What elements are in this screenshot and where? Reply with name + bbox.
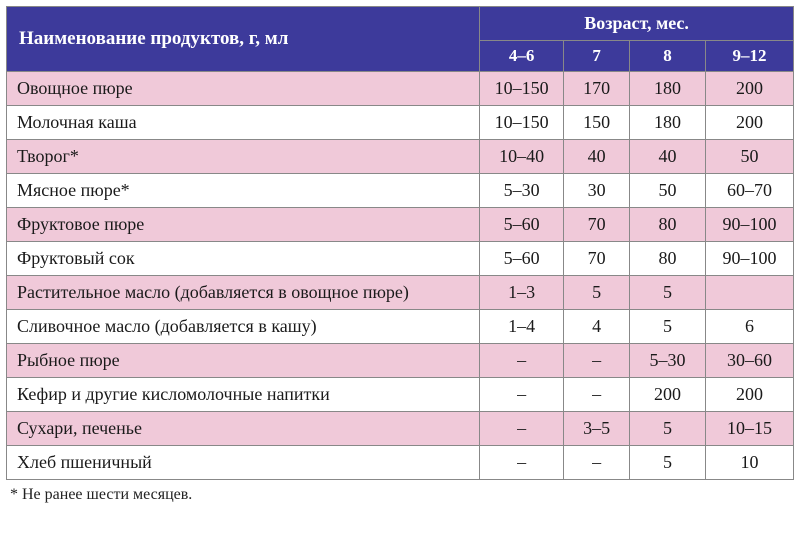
table-header: Наименование продуктов, г, мл Возраст, м… [7,7,794,72]
row-value: 10–15 [705,412,793,446]
row-value: 70 [564,208,630,242]
row-value: – [564,446,630,480]
table-row: Мясное пюре*5–30305060–70 [7,174,794,208]
header-age-2: 8 [630,41,706,72]
table-row: Сливочное масло (добавляется в кашу)1–44… [7,310,794,344]
table-row: Фруктовый сок5–60708090–100 [7,242,794,276]
row-label: Рыбное пюре [7,344,480,378]
row-value: 150 [564,106,630,140]
feeding-table: Наименование продуктов, г, мл Возраст, м… [6,6,794,480]
row-value: 30–60 [705,344,793,378]
row-value: 90–100 [705,208,793,242]
row-label: Сухари, печенье [7,412,480,446]
row-label: Творог* [7,140,480,174]
row-value: – [480,344,564,378]
table-row: Фруктовое пюре5–60708090–100 [7,208,794,242]
table-row: Рыбное пюре––5–3030–60 [7,344,794,378]
row-value: 180 [630,106,706,140]
header-age-1: 7 [564,41,630,72]
row-value: 200 [705,72,793,106]
row-value: 40 [564,140,630,174]
table-body: Овощное пюре10–150170180200Молочная каша… [7,72,794,480]
table-row: Хлеб пшеничный––510 [7,446,794,480]
table-row: Растительное масло (добавляется в овощно… [7,276,794,310]
row-value: 30 [564,174,630,208]
row-label: Мясное пюре* [7,174,480,208]
row-value: 200 [630,378,706,412]
row-value: 5–30 [480,174,564,208]
row-value: – [480,378,564,412]
row-value: 5 [630,276,706,310]
row-value: – [480,446,564,480]
table-row: Кефир и другие кисломолочные напитки––20… [7,378,794,412]
row-label: Сливочное масло (добавляется в кашу) [7,310,480,344]
row-value: 10–150 [480,106,564,140]
row-value: 60–70 [705,174,793,208]
row-value: 5–30 [630,344,706,378]
row-label: Хлеб пшеничный [7,446,480,480]
row-label: Фруктовый сок [7,242,480,276]
row-value: 70 [564,242,630,276]
row-value: 5 [630,310,706,344]
row-label: Молочная каша [7,106,480,140]
footnote: * Не ранее шести месяцев. [6,486,794,504]
row-value: – [480,412,564,446]
row-label: Фруктовое пюре [7,208,480,242]
table-row: Овощное пюре10–150170180200 [7,72,794,106]
row-value: 5–60 [480,208,564,242]
row-value: 50 [630,174,706,208]
row-label: Кефир и другие кисломолочные напитки [7,378,480,412]
row-value: 5 [630,412,706,446]
row-value: 6 [705,310,793,344]
row-label: Овощное пюре [7,72,480,106]
row-value: 200 [705,106,793,140]
row-value: 80 [630,208,706,242]
row-value: 90–100 [705,242,793,276]
row-value: 5 [564,276,630,310]
row-value: 170 [564,72,630,106]
table-row: Творог*10–40404050 [7,140,794,174]
row-value: 10–40 [480,140,564,174]
table-row: Сухари, печенье–3–5510–15 [7,412,794,446]
header-age-0: 4–6 [480,41,564,72]
header-age-3: 9–12 [705,41,793,72]
header-name: Наименование продуктов, г, мл [7,7,480,72]
row-value [705,276,793,310]
row-value: 1–3 [480,276,564,310]
row-value: – [564,378,630,412]
row-value: – [564,344,630,378]
table-row: Молочная каша10–150150180200 [7,106,794,140]
row-value: 180 [630,72,706,106]
row-value: 200 [705,378,793,412]
row-value: 10–150 [480,72,564,106]
row-value: 50 [705,140,793,174]
row-value: 4 [564,310,630,344]
row-value: 5–60 [480,242,564,276]
row-value: 80 [630,242,706,276]
row-label: Растительное масло (добавляется в овощно… [7,276,480,310]
row-value: 40 [630,140,706,174]
header-age: Возраст, мес. [480,7,794,41]
row-value: 5 [630,446,706,480]
row-value: 1–4 [480,310,564,344]
row-value: 3–5 [564,412,630,446]
row-value: 10 [705,446,793,480]
